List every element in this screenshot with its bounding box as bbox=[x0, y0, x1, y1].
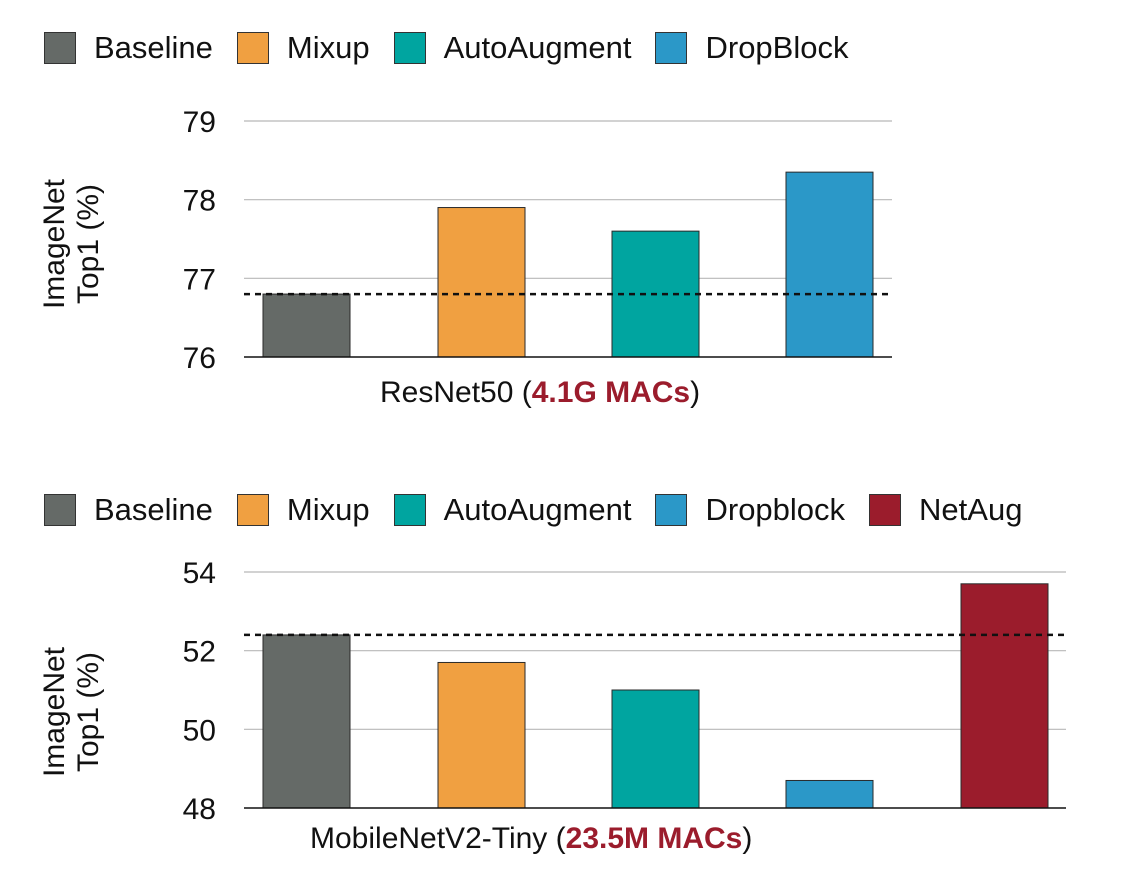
subtitle-suffix: ) bbox=[742, 822, 753, 855]
legend-swatch-mixup bbox=[236, 494, 269, 526]
bar-netaug bbox=[960, 583, 1049, 809]
chart-subtitle: ResNet50 (4.1G MACs) bbox=[380, 376, 700, 410]
legend-swatch-dropblock bbox=[655, 494, 688, 526]
y-tick-label: 79 bbox=[183, 106, 216, 139]
y-tick-label: 52 bbox=[183, 636, 216, 669]
legend-label: AutoAugment bbox=[443, 492, 632, 527]
legend-item-baseline: Baseline bbox=[44, 30, 213, 66]
legend-label: Dropblock bbox=[705, 492, 846, 527]
bar-mixup bbox=[437, 207, 526, 358]
legend-label: NetAug bbox=[919, 492, 1023, 527]
legend-swatch-baseline bbox=[44, 32, 76, 64]
legend-item-dropblock: Dropblock bbox=[655, 492, 845, 528]
legend-item-dropblock: DropBlock bbox=[655, 30, 848, 66]
legend-swatch-autoaugment bbox=[393, 32, 426, 64]
legend-label: DropBlock bbox=[705, 30, 849, 65]
legend-item-mixup: Mixup bbox=[236, 30, 370, 66]
legend-swatch-baseline bbox=[44, 494, 76, 526]
legend-swatch-mixup bbox=[236, 32, 269, 64]
legend-swatch-dropblock bbox=[655, 32, 688, 64]
y-tick-label: 54 bbox=[183, 557, 216, 590]
bar-dropblock bbox=[785, 779, 874, 809]
y-tick-label: 76 bbox=[183, 342, 216, 375]
y-tick-label: 78 bbox=[183, 185, 216, 218]
y-tick-label: 77 bbox=[183, 263, 216, 296]
mobilenetv2-chart-panel: Baseline Mixup AutoAugment Dropblock Net… bbox=[0, 462, 1126, 884]
legend-item-autoaugment: AutoAugment bbox=[393, 492, 632, 528]
subtitle-prefix: MobileNetV2-Tiny ( bbox=[310, 822, 566, 855]
subtitle-highlight: 4.1G MACs bbox=[531, 376, 691, 409]
legend-item-baseline: Baseline bbox=[44, 492, 213, 528]
legend-item-autoaugment: AutoAugment bbox=[393, 30, 632, 66]
mobilenetv2-bar-chart: 48 50 52 54 bbox=[183, 557, 1066, 826]
legend-swatch-autoaugment bbox=[393, 494, 426, 526]
bar-mixup bbox=[437, 661, 526, 809]
legend-item-mixup: Mixup bbox=[236, 492, 370, 528]
legend-label: Baseline bbox=[94, 492, 213, 527]
y-tick-label: 50 bbox=[183, 714, 216, 747]
y-tick-label: 48 bbox=[183, 793, 216, 826]
subtitle-suffix: ) bbox=[690, 376, 701, 409]
legend-label: Baseline bbox=[94, 30, 213, 65]
subtitle-highlight: 23.5M MACs bbox=[565, 822, 743, 855]
bar-baseline bbox=[262, 293, 351, 358]
chart-subtitle: MobileNetV2-Tiny (23.5M MACs) bbox=[310, 822, 752, 856]
chart-legend: Baseline Mixup AutoAugment Dropblock Net… bbox=[44, 492, 1022, 528]
resnet50-bar-chart: 76 77 78 79 bbox=[183, 106, 892, 375]
subtitle-prefix: ResNet50 ( bbox=[380, 376, 532, 409]
legend-label: Mixup bbox=[286, 492, 370, 527]
legend-item-netaug: NetAug bbox=[869, 492, 1022, 528]
bar-autoaugment bbox=[611, 689, 700, 809]
resnet50-chart-panel: Baseline Mixup AutoAugment DropBlock Ima… bbox=[0, 0, 1126, 440]
bar-dropblock bbox=[785, 171, 874, 358]
legend-label: AutoAugment bbox=[443, 30, 632, 65]
legend-swatch-netaug bbox=[869, 494, 902, 526]
legend-label: Mixup bbox=[286, 30, 370, 65]
bar-baseline bbox=[262, 634, 351, 809]
chart-legend: Baseline Mixup AutoAugment DropBlock bbox=[44, 30, 872, 66]
